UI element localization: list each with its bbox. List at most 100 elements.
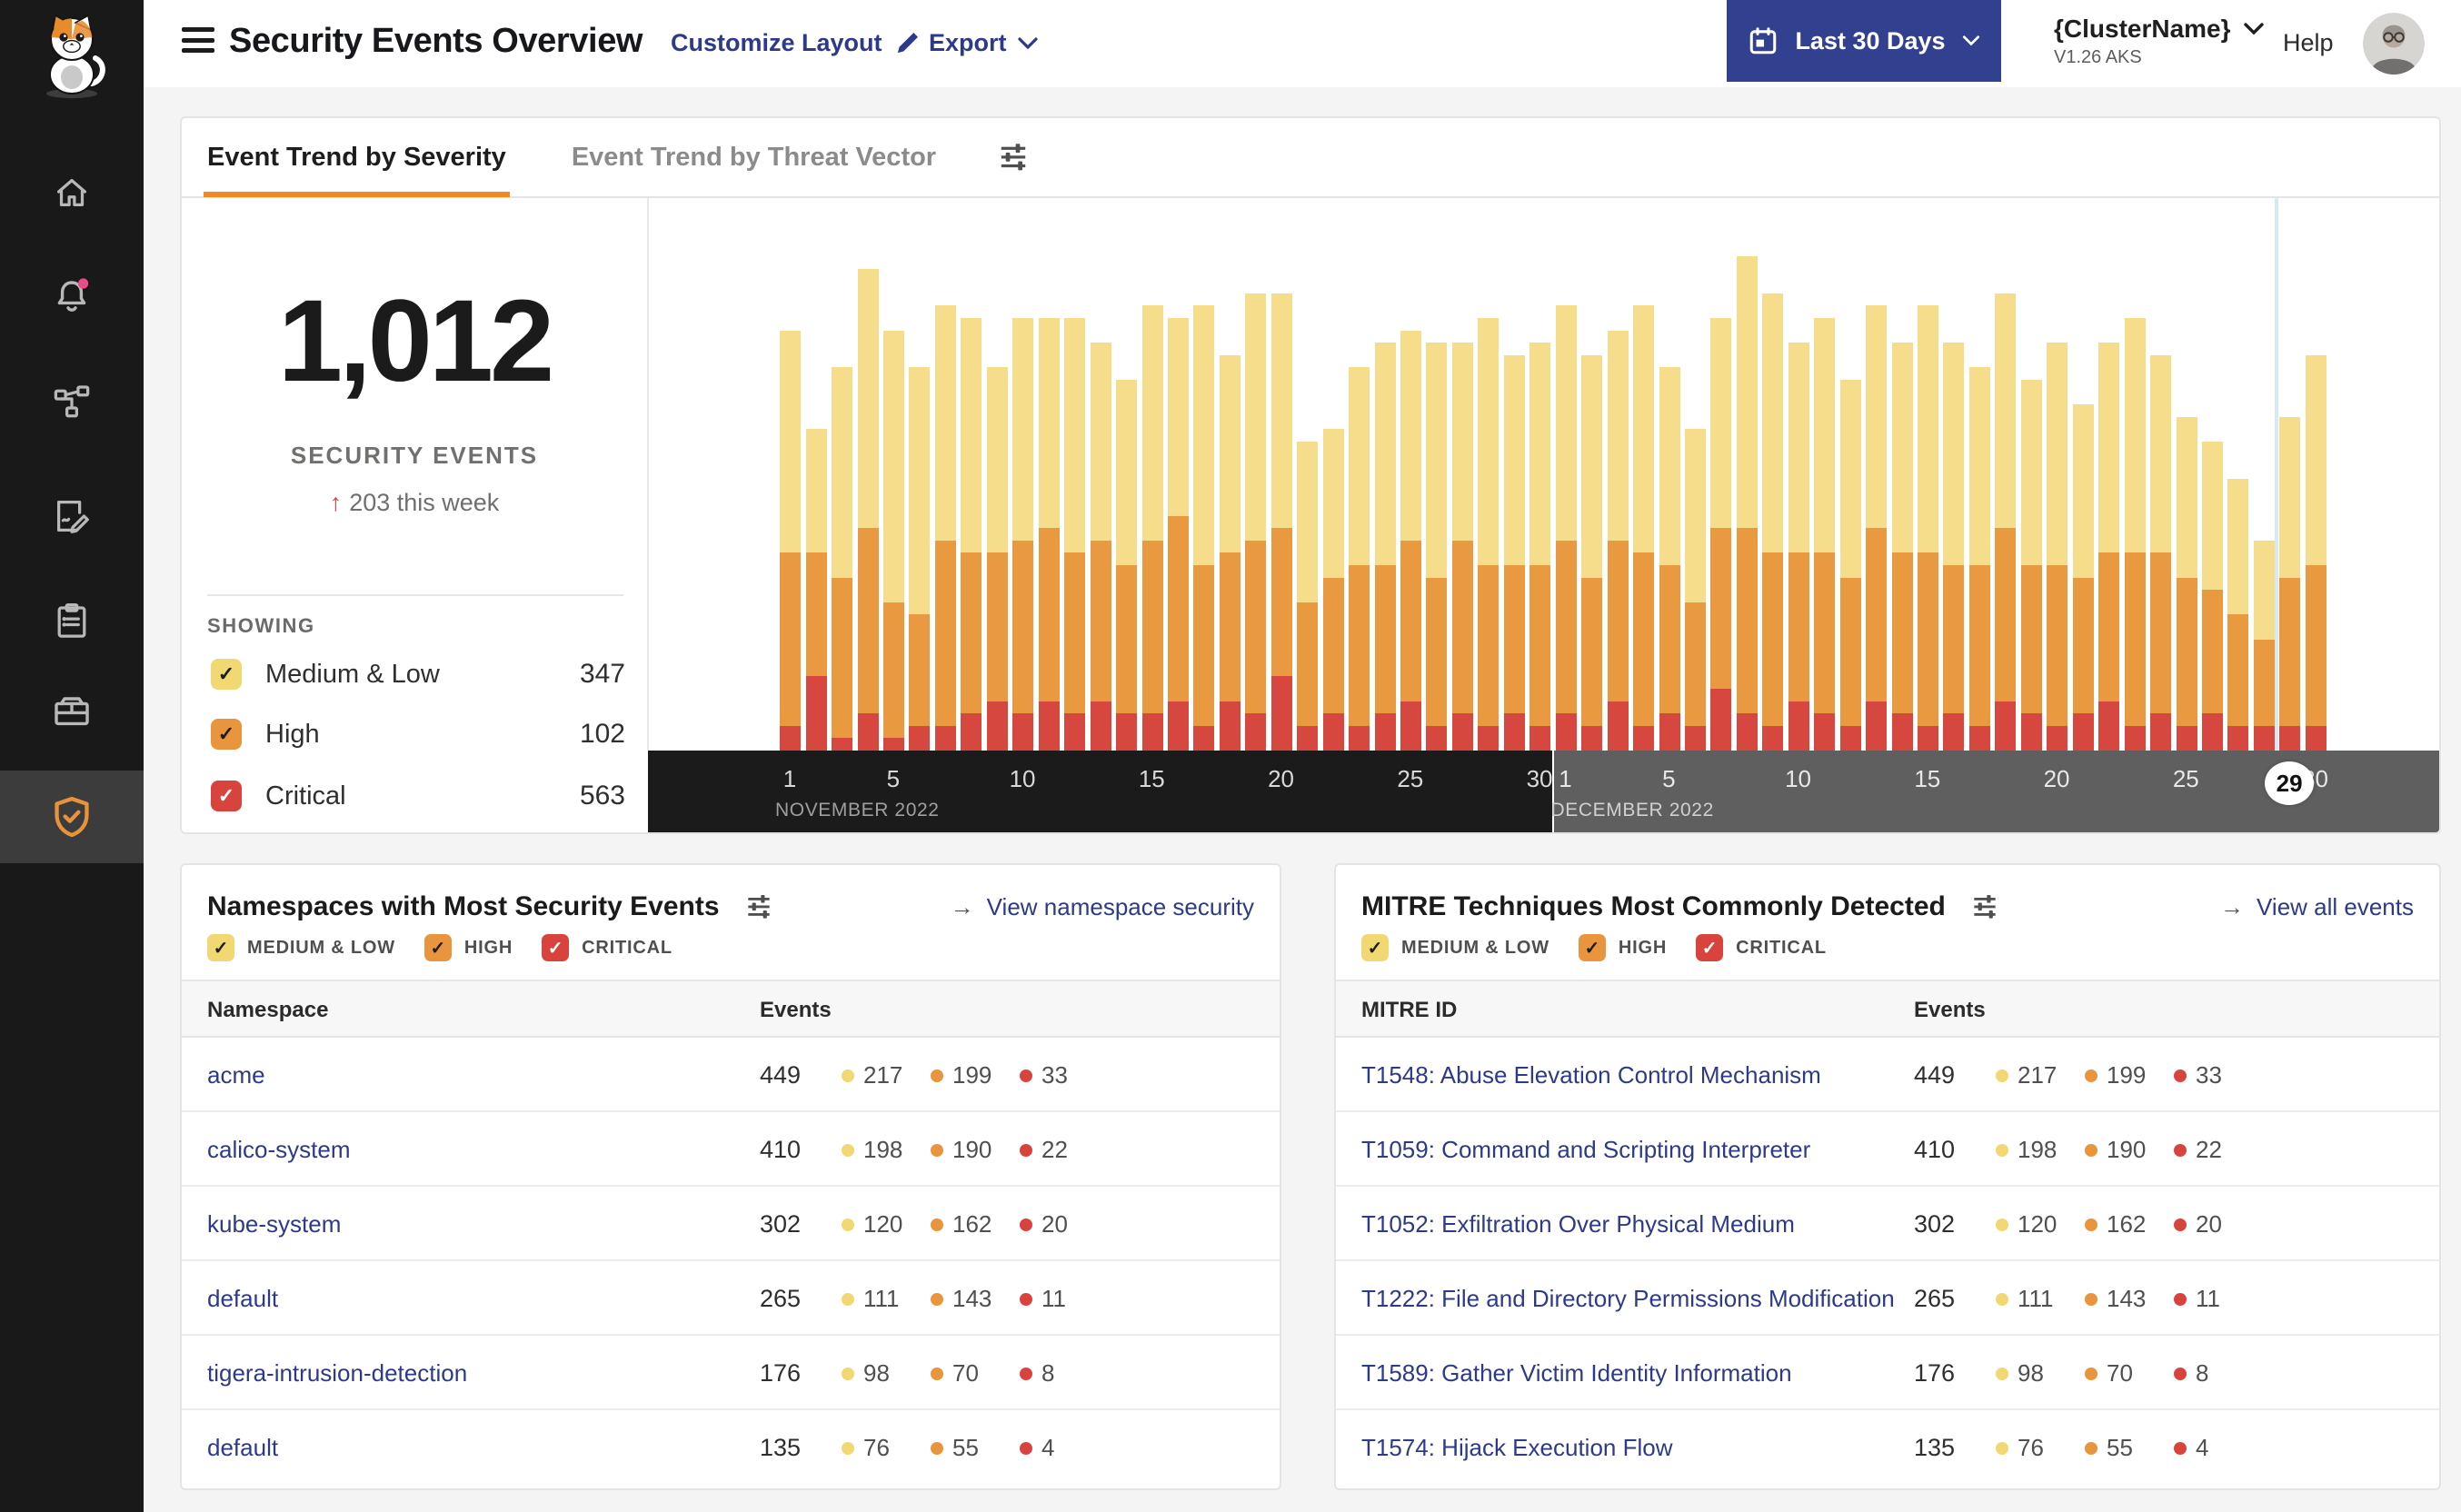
daily-events-bar bbox=[2227, 478, 2249, 751]
severity-chip: ✓ HIGH bbox=[1578, 934, 1667, 961]
tab-event-trend-by-severity[interactable]: Event Trend by Severity bbox=[204, 118, 511, 197]
high-count: 199 bbox=[931, 1061, 991, 1089]
hamburger-menu-icon[interactable] bbox=[182, 27, 214, 56]
row-link[interactable]: kube-system bbox=[207, 1210, 342, 1238]
daily-events-bar bbox=[1684, 429, 1706, 751]
daily-events-bar bbox=[2098, 343, 2120, 751]
mitre-filter-sliders-icon[interactable] bbox=[1971, 893, 1998, 920]
customize-layout-button[interactable]: Customize Layout bbox=[671, 29, 921, 57]
high-checkbox[interactable]: ✓ bbox=[211, 719, 242, 750]
namespaces-table-header: Namespace Events bbox=[182, 980, 1280, 1038]
cluster-selector[interactable]: {ClusterName} V1.26 AKS bbox=[2054, 15, 2264, 68]
policy-edit-icon[interactable] bbox=[0, 476, 144, 556]
severity-chip-label: CRITICAL bbox=[582, 937, 673, 958]
axis-tick: 15 bbox=[1138, 765, 1165, 792]
severity-chip-label: CRITICAL bbox=[1736, 937, 1827, 958]
row-link[interactable]: calico-system bbox=[207, 1136, 351, 1163]
namespaces-filter-sliders-icon[interactable] bbox=[745, 893, 772, 920]
help-link[interactable]: Help bbox=[2283, 29, 2334, 56]
high-dot-icon bbox=[931, 1367, 943, 1380]
month-label: NOVEMBER 2022 bbox=[775, 800, 940, 821]
security-shield-icon[interactable] bbox=[0, 771, 144, 863]
medium-count: 98 bbox=[1996, 1359, 2044, 1388]
medium-dot-icon bbox=[1996, 1069, 2008, 1082]
row-total: 302 bbox=[1914, 1210, 1956, 1238]
severity-chip-label: MEDIUM & LOW bbox=[1401, 937, 1549, 958]
home-icon[interactable] bbox=[0, 153, 144, 233]
row-link[interactable]: T1548: Abuse Elevation Control Mechanism bbox=[1361, 1061, 1821, 1089]
table-row: T1548: Abuse Elevation Control Mechanism… bbox=[1336, 1038, 2439, 1112]
pencil-icon bbox=[897, 32, 918, 53]
table-row: T1574: Hijack Execution Flow 135 76 55 4 bbox=[1336, 1410, 2439, 1485]
high-dot-icon bbox=[931, 1218, 943, 1231]
medium-dot-icon bbox=[1996, 1292, 2008, 1306]
medium-dot-icon bbox=[1996, 1218, 2008, 1231]
severity-chip: ✓ MEDIUM & LOW bbox=[1361, 934, 1549, 961]
high-count: 162 bbox=[2085, 1210, 2146, 1238]
row-link[interactable]: T1052: Exfiltration Over Physical Medium bbox=[1361, 1210, 1795, 1238]
tab-event-trend-by-threat-vector[interactable]: Event Trend by Threat Vector bbox=[571, 142, 937, 172]
daily-events-bar bbox=[1607, 330, 1629, 751]
critical-dot-icon bbox=[2174, 1069, 2187, 1082]
page-title: Security Events Overview bbox=[229, 22, 643, 60]
critical-dot-icon bbox=[2174, 1367, 2187, 1380]
row-link[interactable]: T1589: Gather Victim Identity Informatio… bbox=[1361, 1359, 1792, 1387]
service-graph-icon[interactable] bbox=[0, 363, 144, 443]
critical-dot-icon bbox=[2174, 1143, 2187, 1157]
sidebar-nav bbox=[0, 0, 144, 1512]
high-checkbox[interactable]: ✓ bbox=[423, 934, 452, 961]
table-row: T1222: File and Directory Permissions Mo… bbox=[1336, 1261, 2439, 1336]
row-total: 449 bbox=[760, 1061, 802, 1089]
user-avatar[interactable] bbox=[2363, 13, 2425, 75]
critical-checkbox[interactable]: ✓ bbox=[1696, 934, 1724, 961]
mitre-severity-chips: ✓ MEDIUM & LOW ✓ HIGH ✓ CRITICAL bbox=[1361, 934, 1827, 961]
date-range-button[interactable]: Last 30 Days bbox=[1727, 0, 2001, 82]
daily-events-bar bbox=[1995, 293, 2017, 751]
medium-dot-icon bbox=[842, 1069, 854, 1082]
table-row: tigera-intrusion-detection 176 98 70 8 bbox=[182, 1336, 1280, 1410]
daily-events-bar bbox=[832, 367, 853, 751]
medium_low-checkbox[interactable]: ✓ bbox=[207, 934, 234, 961]
critical-count: 22 bbox=[2174, 1136, 2222, 1164]
alerts-bell-icon[interactable] bbox=[0, 256, 144, 336]
medium-low-checkbox[interactable]: ✓ bbox=[211, 659, 242, 690]
tigera-cat-logo[interactable] bbox=[32, 11, 112, 109]
row-link[interactable]: T1222: File and Directory Permissions Mo… bbox=[1361, 1285, 1895, 1312]
view-all-events-link[interactable]: → View all events bbox=[2220, 892, 2414, 920]
medium-count: 120 bbox=[1996, 1210, 2057, 1238]
row-link[interactable]: acme bbox=[207, 1061, 265, 1089]
medium-dot-icon bbox=[1996, 1143, 2008, 1157]
daily-events-bar bbox=[961, 318, 982, 751]
daily-events-bar bbox=[1322, 429, 1344, 751]
daily-events-bar bbox=[1038, 318, 1060, 751]
chart-tabbar: Event Trend by Severity Event Trend by T… bbox=[182, 118, 2439, 198]
critical-dot-icon bbox=[1020, 1218, 1032, 1231]
row-link[interactable]: tigera-intrusion-detection bbox=[207, 1359, 468, 1387]
critical-dot-icon bbox=[1020, 1069, 1032, 1082]
chart-filter-sliders-icon[interactable] bbox=[998, 142, 1029, 173]
arrow-right-icon: → bbox=[950, 892, 974, 920]
row-link[interactable]: default bbox=[207, 1434, 279, 1461]
high-checkbox[interactable]: ✓ bbox=[1578, 934, 1606, 961]
axis-tick: 20 bbox=[1268, 765, 1295, 792]
critical-checkbox[interactable]: ✓ bbox=[211, 781, 242, 811]
row-link[interactable]: default bbox=[207, 1285, 279, 1312]
daily-events-bar bbox=[2047, 343, 2068, 751]
view-namespace-security-link[interactable]: → View namespace security bbox=[950, 892, 1254, 920]
critical-checkbox[interactable]: ✓ bbox=[542, 934, 570, 961]
current-day-pill: 29 bbox=[2265, 761, 2315, 805]
medium-dot-icon bbox=[842, 1367, 854, 1380]
stats-divider bbox=[647, 198, 649, 751]
critical-dot-icon bbox=[1020, 1292, 1032, 1306]
high-count: 143 bbox=[2085, 1285, 2146, 1313]
compliance-clipboard-icon[interactable] bbox=[0, 582, 144, 662]
high-count: 143 bbox=[931, 1285, 991, 1313]
row-link[interactable]: T1574: Hijack Execution Flow bbox=[1361, 1434, 1673, 1461]
namespaces-card: Namespaces with Most Security Events → Vi… bbox=[180, 863, 1281, 1490]
critical-dot-icon bbox=[1020, 1143, 1032, 1157]
row-link[interactable]: T1059: Command and Scripting Interpreter bbox=[1361, 1136, 1811, 1163]
medium_low-checkbox[interactable]: ✓ bbox=[1361, 934, 1389, 961]
axis-tick: 1 bbox=[1559, 765, 1572, 792]
workloads-box-icon[interactable] bbox=[0, 672, 144, 752]
export-button[interactable]: Export bbox=[929, 29, 1038, 57]
